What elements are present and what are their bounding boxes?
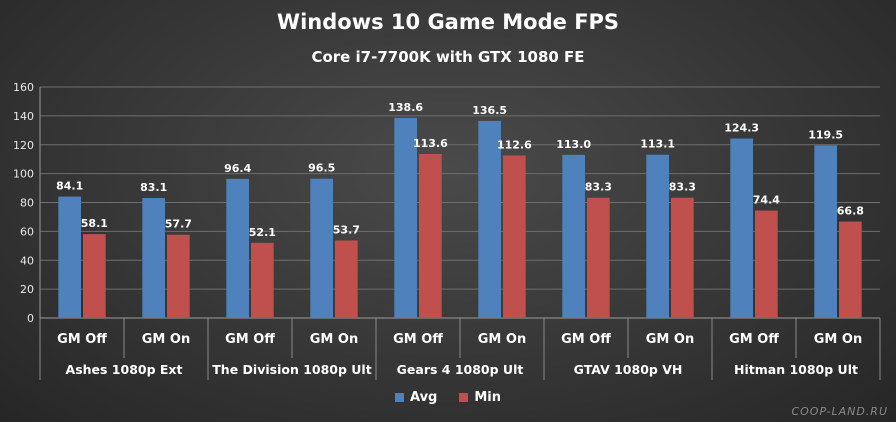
- y-tick-label: 40: [20, 254, 34, 267]
- legend-swatch-avg: [394, 393, 404, 402]
- data-label-avg: 96.4: [224, 162, 251, 175]
- x-group-label: Gears 4 1080p Ult: [397, 362, 524, 377]
- y-tick-label: 20: [20, 283, 34, 296]
- chart-title: Windows 10 Game Mode FPS: [276, 10, 620, 34]
- data-label-avg: 96.5: [308, 162, 335, 175]
- y-tick-label: 140: [13, 110, 34, 123]
- chart-subtitle: Core i7-7700K with GTX 1080 FE: [311, 48, 585, 66]
- bar-avg: [646, 154, 669, 318]
- bar-min: [167, 234, 190, 318]
- data-label-min: 57.7: [165, 218, 192, 231]
- legend-item-avg: Avg: [394, 390, 438, 405]
- y-tick-label: 120: [13, 139, 34, 152]
- x-category-label: GM On: [814, 332, 862, 347]
- data-label-min: 52.1: [249, 226, 276, 239]
- data-label-min: 53.7: [333, 223, 360, 236]
- data-label-min: 113.6: [413, 137, 448, 150]
- bar-avg: [562, 154, 585, 318]
- x-category-label: GM Off: [225, 332, 275, 347]
- legend-label-min: Min: [474, 390, 502, 405]
- y-tick-label: 80: [20, 197, 34, 210]
- data-label-min: 74.4: [753, 194, 780, 207]
- x-category-label: GM Off: [561, 332, 611, 347]
- data-label-min: 58.1: [81, 217, 108, 230]
- x-category-label: GM Off: [393, 332, 443, 347]
- bar-min: [839, 221, 862, 318]
- x-group-label: GTAV 1080p VH: [574, 362, 683, 377]
- bar-avg: [142, 198, 165, 318]
- y-tick-label: 100: [13, 168, 34, 181]
- x-category-label: GM On: [478, 332, 526, 347]
- data-label-avg: 83.1: [140, 181, 167, 194]
- legend-label-avg: Avg: [409, 390, 438, 405]
- x-category-label: GM Off: [729, 332, 779, 347]
- bar-avg: [226, 178, 249, 318]
- bar-avg: [814, 145, 837, 318]
- bar-avg: [394, 117, 417, 319]
- x-category-label: GM On: [310, 332, 358, 347]
- bar-min: [587, 197, 610, 318]
- x-group-label: Hitman 1080p Ult: [734, 362, 858, 377]
- data-label-min: 83.3: [585, 181, 612, 194]
- y-tick-label: 160: [13, 81, 34, 94]
- bar-avg: [478, 120, 501, 318]
- bar-min: [335, 240, 358, 318]
- data-label-avg: 136.5: [472, 104, 507, 117]
- data-label-avg: 124.3: [724, 122, 759, 135]
- data-label-avg: 119.5: [808, 128, 843, 141]
- bar-min: [671, 197, 694, 318]
- y-tick-label: 60: [20, 225, 34, 238]
- data-label-avg: 138.6: [388, 101, 423, 114]
- legend: Avg Min: [0, 390, 896, 405]
- data-label-avg: 113.0: [556, 138, 591, 151]
- x-category-label: GM On: [142, 332, 190, 347]
- x-category-label: GM Off: [57, 332, 107, 347]
- x-group-label: The Division 1080p Ult: [212, 362, 371, 377]
- x-group-label: Ashes 1080p Ext: [66, 362, 183, 377]
- bar-min: [503, 155, 526, 318]
- x-category-label: GM On: [646, 332, 694, 347]
- data-label-min: 66.8: [837, 205, 864, 218]
- bar-min: [419, 153, 442, 318]
- bar-avg: [730, 138, 753, 318]
- bar-avg: [58, 196, 81, 318]
- y-tick-label: 0: [27, 312, 34, 325]
- bar-min: [755, 210, 778, 318]
- legend-swatch-min: [459, 393, 469, 402]
- bar-min: [83, 234, 106, 318]
- bar-min: [251, 242, 274, 318]
- bar-avg: [310, 178, 333, 318]
- data-label-min: 83.3: [669, 181, 696, 194]
- data-label-min: 112.6: [497, 138, 532, 151]
- legend-item-min: Min: [459, 390, 501, 405]
- watermark: COOP-LAND.RU: [791, 405, 888, 418]
- data-label-avg: 84.1: [56, 180, 83, 193]
- data-label-avg: 113.1: [640, 138, 675, 151]
